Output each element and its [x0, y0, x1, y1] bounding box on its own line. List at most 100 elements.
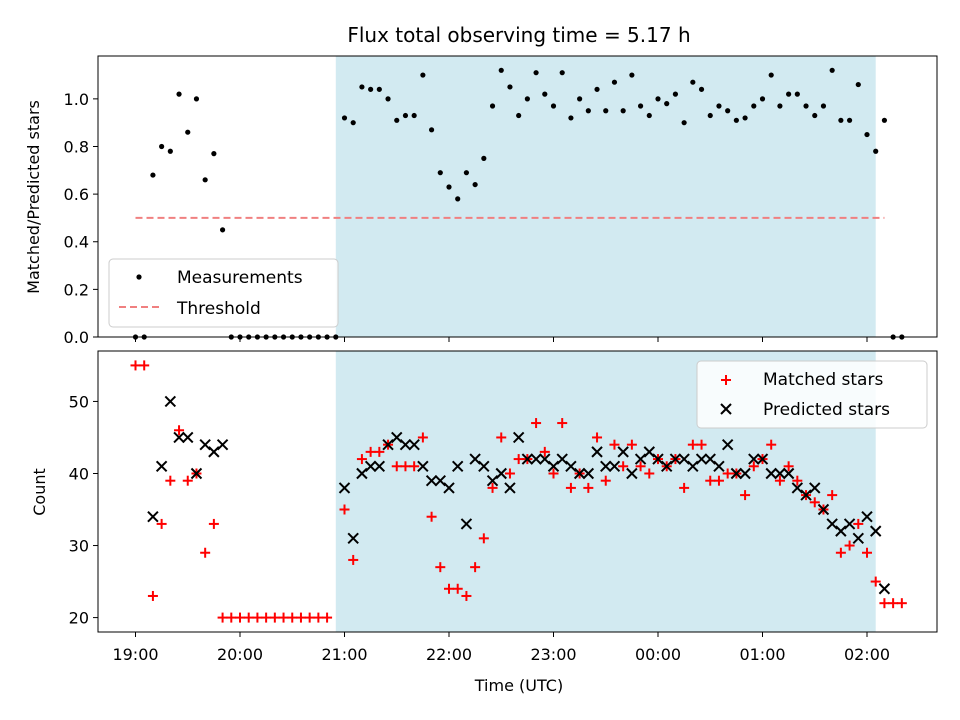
matched-star-point [740, 490, 751, 501]
measurement-point [159, 143, 165, 150]
matched-star-point [766, 439, 777, 450]
predicted-star-point [826, 518, 838, 530]
matched-star-point [417, 432, 428, 443]
predicted-star-point [399, 438, 412, 451]
x-tick-label: 19:00 [112, 645, 158, 664]
predicted-star-point [382, 438, 394, 451]
measurement-point [838, 117, 844, 123]
measurement-point [489, 103, 496, 109]
matched-star-point [809, 497, 820, 508]
matched-star-point [748, 461, 759, 472]
measurement-point [716, 103, 722, 109]
matched-star-point [635, 461, 646, 472]
ratio-panel: 0.0 0.2 0.4 0.6 0.8 1.0 Measurements Threshold [64, 55, 938, 347]
measurement-point [202, 177, 208, 183]
predicted-star-point [443, 482, 455, 494]
predicted-star-point [756, 453, 769, 465]
predicted-star-point [147, 511, 159, 523]
matched-star-point [705, 475, 716, 486]
predicted-star-point [817, 503, 830, 516]
measurement-point [829, 67, 835, 73]
x-axis-label: Time (UTC) [474, 676, 563, 695]
matched-star-point [862, 547, 872, 558]
x-tick-label: 21:00 [321, 645, 367, 664]
measurement-point [803, 103, 809, 109]
predicted-star-point [190, 467, 203, 480]
measurement-point [733, 117, 739, 123]
measurement-point [350, 120, 356, 126]
measurement-point [472, 181, 478, 188]
measurement-point [751, 103, 757, 109]
matched-star-point [356, 454, 367, 465]
predicted-star-point [835, 525, 847, 537]
measurement-point [881, 117, 888, 123]
measurement-point [150, 172, 156, 178]
measurement-point [524, 96, 530, 102]
measurement-point [411, 112, 417, 119]
predicted-star-point [556, 453, 568, 465]
predicted-star-point [634, 453, 647, 465]
predicted-star-point [391, 431, 403, 444]
matched-star-point [835, 547, 846, 558]
predicted-star-point [208, 446, 220, 458]
matched-star-point [269, 612, 280, 623]
predicted-star-point [765, 467, 777, 480]
matched-star-point [565, 482, 576, 493]
matched-star-point [496, 432, 507, 443]
predicted-star-point [356, 467, 368, 480]
measurement-point [768, 72, 774, 78]
bottom-legend [696, 360, 928, 429]
matched-star-point [322, 612, 333, 623]
top-y-tick-label: 0.2 [64, 280, 89, 299]
measurement-point [846, 117, 853, 123]
matched-star-point [461, 590, 472, 601]
measurement-point [577, 96, 583, 102]
measurement-point [725, 108, 731, 114]
predicted-star-point [600, 460, 612, 472]
measurement-point [211, 151, 217, 157]
predicted-star-point [591, 446, 603, 458]
bottom-plot-frame [97, 350, 938, 633]
measurement-point [219, 227, 226, 233]
x-tick-label: 20:00 [217, 645, 263, 664]
predicted-star-point [539, 453, 551, 465]
matched-star-point [600, 475, 611, 486]
measurement-point [742, 115, 748, 121]
measurement-point [777, 103, 783, 109]
measurement-point [786, 91, 792, 97]
chart-title: Flux total observing time = 5.17 h [347, 23, 690, 47]
predicted-star-point [782, 467, 795, 480]
matched-star-point [139, 360, 150, 371]
measurement-point [568, 115, 574, 121]
measurement-point [664, 101, 670, 107]
matched-star-point [470, 562, 481, 573]
predicted-star-point [687, 460, 699, 472]
predicted-star-point [695, 453, 708, 465]
matched-star-point [583, 482, 594, 493]
predicted-star-point [478, 460, 490, 472]
matched-star-point [644, 468, 655, 479]
predicted-star-point [216, 438, 229, 451]
observing-window-shade [335, 56, 876, 337]
predicted-star-point [852, 532, 864, 545]
predicted-star-point [809, 482, 821, 494]
matched-star-point [609, 439, 620, 450]
measurement-point [585, 108, 591, 114]
measurement-point [498, 67, 504, 73]
predicted-star-point [199, 438, 211, 451]
matched-star-point [444, 583, 454, 594]
top-legend [108, 258, 339, 328]
measurement-point [542, 91, 548, 97]
matched-star-point [679, 482, 690, 493]
predicted-star-point [495, 467, 507, 480]
predicted-star-point [486, 474, 499, 487]
measurement-point [855, 81, 861, 88]
measurement-point [455, 196, 461, 202]
matched-star-point [400, 461, 411, 472]
predicted-star-point [669, 453, 682, 465]
predicted-star-point [661, 460, 673, 472]
matched-star-point [226, 612, 237, 623]
measurement-point [629, 72, 635, 78]
x-tick-label: 23:00 [530, 645, 576, 664]
predicted-star-point [521, 453, 534, 465]
